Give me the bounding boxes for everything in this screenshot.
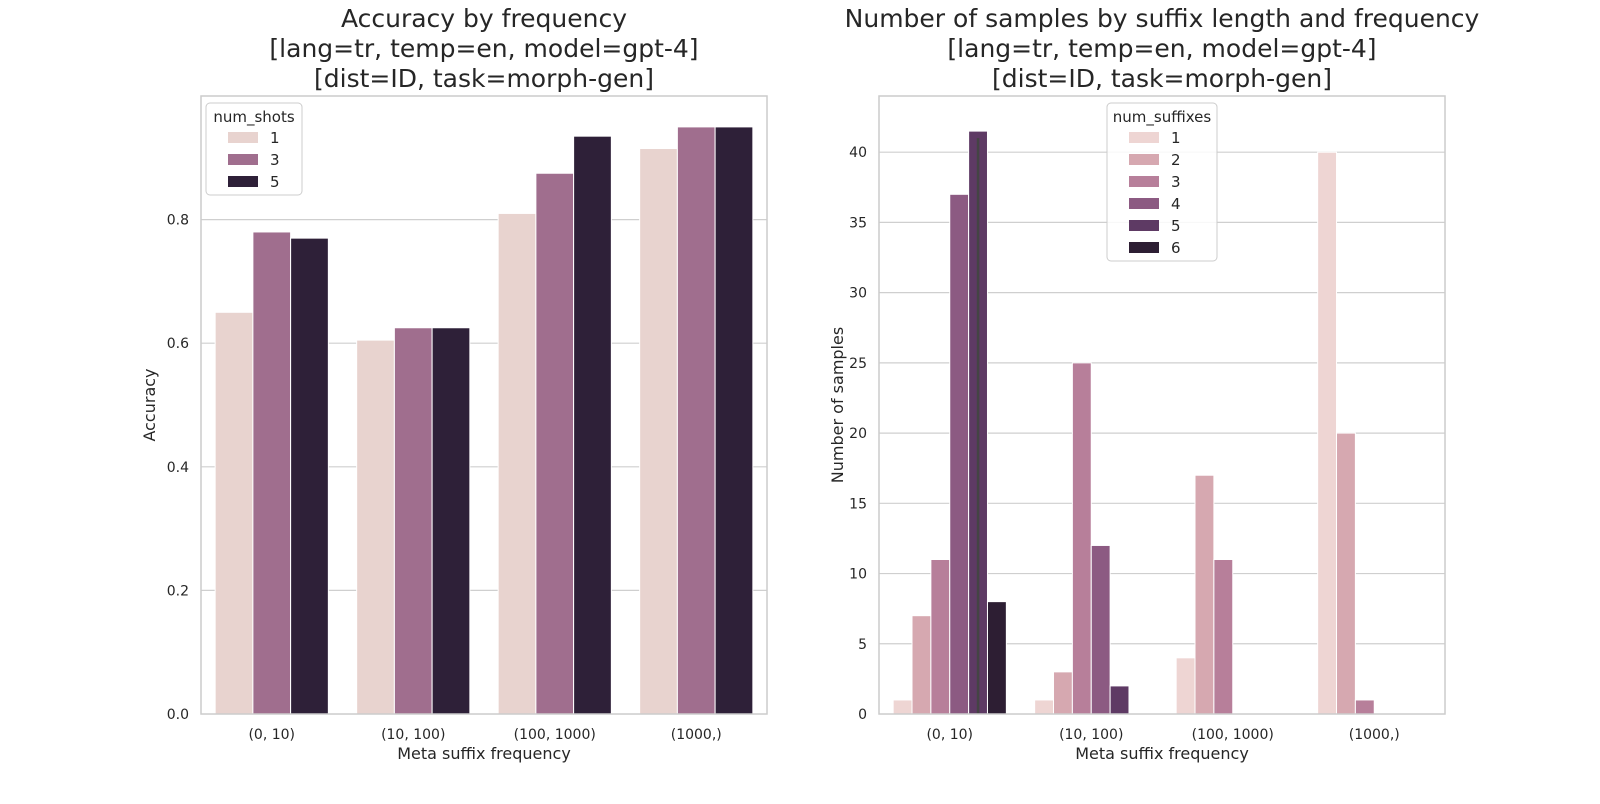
bar-5-4	[714, 126, 754, 715]
bar-1-3	[1175, 657, 1196, 715]
legend-label: 1	[1171, 129, 1181, 147]
bar-1-4	[1317, 151, 1338, 715]
bar-5-2	[1109, 685, 1130, 715]
y-axis-label: Number of samples	[828, 327, 847, 483]
y-tick-label: 0.6	[167, 336, 189, 352]
y-tick-label: 15	[849, 496, 867, 512]
bar-2-2	[1053, 671, 1073, 715]
legend-swatch-6	[1129, 242, 1159, 253]
legend: num_suffixes 1 2 3 4 5 6	[1106, 102, 1218, 262]
chart-1: 0.0 0.2 0.4 0.6 0.8 (0, 10) (10, 100) (100, 100…	[140, 4, 768, 763]
bar-1-1	[892, 699, 913, 715]
legend-label: 2	[1171, 151, 1181, 169]
legend-label: 3	[1171, 173, 1181, 191]
legend-swatch-1	[228, 132, 258, 143]
bar-1-4	[639, 148, 678, 715]
bar-1-2	[356, 339, 395, 715]
bar-2-3	[1194, 474, 1215, 715]
plot-frame	[878, 95, 1446, 715]
bar-3-3	[535, 172, 575, 715]
bar-5-1	[290, 237, 329, 715]
y-tick-label: 0.4	[167, 460, 189, 476]
x-tick-label: (0, 10)	[248, 727, 295, 743]
chart-title-line: Number of samples by suffix length and f…	[845, 4, 1480, 33]
y-tick-label: 35	[849, 215, 867, 231]
y-tick-label: 0	[858, 707, 867, 723]
legend-label: 3	[270, 151, 280, 169]
y-tick-label: 30	[849, 286, 867, 302]
legend-swatch-5	[228, 176, 258, 187]
y-axis-label: Accuracy	[140, 368, 159, 441]
x-tick-label: (100, 1000)	[514, 727, 596, 743]
bar-3-1	[252, 231, 292, 715]
bar-3-2	[393, 327, 433, 715]
bar-2-4	[1336, 432, 1356, 715]
legend-title: num_shots	[213, 108, 295, 127]
x-tick-label: (1000,)	[671, 727, 722, 743]
chart-title-line: [lang=tr, temp=en, model=gpt-4]	[947, 34, 1376, 63]
plot-frame	[200, 95, 768, 715]
y-tick-label: 40	[849, 145, 867, 161]
bar-6-1	[986, 601, 1007, 715]
chart-title-line: [dist=ID, task=morph-gen]	[992, 64, 1332, 93]
y-tick-label: 0.8	[167, 213, 189, 229]
x-tick-label: (10, 100)	[381, 727, 445, 743]
bar-5-2	[431, 327, 471, 715]
bar-4-1	[949, 193, 970, 715]
legend-swatch-4	[1129, 198, 1159, 209]
y-tick-label: 20	[849, 426, 867, 442]
legend-box	[205, 102, 303, 196]
y-tick-label: 0.2	[167, 583, 189, 599]
legend-label: 4	[1171, 195, 1181, 213]
x-axis-label: Meta suffix frequency	[1075, 744, 1249, 763]
bar-3-1	[930, 559, 951, 715]
x-axis-label: Meta suffix frequency	[397, 744, 571, 763]
bar-4-2	[1090, 544, 1111, 715]
x-tick-label: (1000,)	[1349, 727, 1400, 743]
bar-3-2	[1071, 362, 1092, 715]
bar-3-4	[1354, 699, 1375, 715]
bar-3-3	[1213, 559, 1234, 715]
chart-title-line: [dist=ID, task=morph-gen]	[314, 64, 654, 93]
y-tick-label: 25	[849, 356, 867, 372]
x-tick-label: (0, 10)	[926, 727, 973, 743]
legend-label: 6	[1171, 239, 1181, 257]
bar-2-1	[911, 615, 932, 715]
bar-5-3	[573, 135, 612, 715]
legend-swatch-5	[1129, 220, 1159, 231]
legend-label: 5	[1171, 217, 1181, 235]
bar-3-4	[676, 126, 716, 715]
legend-swatch-3	[1129, 176, 1159, 187]
legend-label: 5	[270, 173, 280, 191]
bar-1-2	[1034, 699, 1055, 715]
chart-title-line: Accuracy by frequency	[341, 4, 627, 33]
x-tick-label: (100, 1000)	[1192, 727, 1274, 743]
legend-label: 1	[270, 129, 280, 147]
bar-1-1	[214, 311, 254, 715]
legend-swatch-2	[1129, 154, 1159, 165]
legend: num_shots 1 3 5	[205, 102, 303, 196]
legend-swatch-3	[228, 154, 258, 165]
y-tick-label: 10	[849, 567, 867, 583]
y-tick-label: 0.0	[167, 707, 189, 723]
chart-title-line: [lang=tr, temp=en, model=gpt-4]	[269, 34, 698, 63]
legend-title: num_suffixes	[1113, 108, 1212, 127]
legend-box	[1106, 102, 1218, 262]
y-tick-label: 5	[858, 637, 867, 653]
legend-swatch-1	[1129, 132, 1159, 143]
x-tick-label: (10, 100)	[1059, 727, 1123, 743]
bar-1-3	[497, 212, 537, 715]
